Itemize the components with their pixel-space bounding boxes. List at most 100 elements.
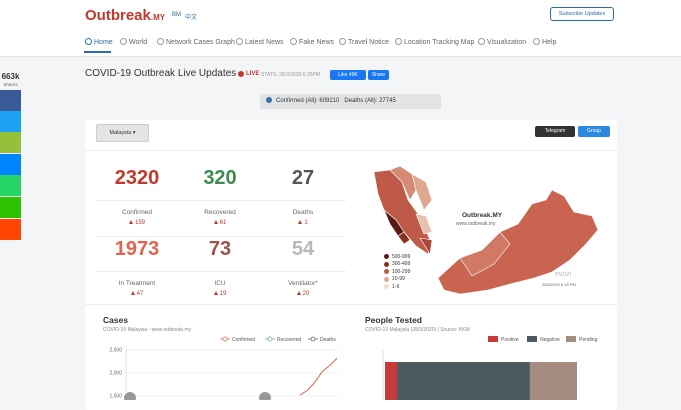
map-timestamp: 28/3/2020 6:18 PM — [542, 282, 576, 287]
live-dot — [238, 71, 244, 77]
legend-marker — [222, 336, 228, 342]
map-credit: evozi — [555, 271, 572, 278]
stat-value: 73 — [208, 238, 232, 260]
country-select[interactable]: Malaysia ▾ — [96, 124, 149, 142]
charts: 2,500 2,000 1,500 Confirmed Recovered Deaths P… — [109, 336, 598, 400]
share-facebook[interactable] — [0, 90, 21, 111]
divider — [96, 236, 346, 237]
share-label: Shares — [3, 82, 18, 87]
stat-value: 27 — [291, 167, 315, 189]
map-site: www.outbreak.my — [456, 221, 496, 227]
share-button[interactable]: Share — [368, 70, 389, 80]
share-whatsapp[interactable] — [0, 175, 21, 196]
like-button[interactable]: Like 49K — [330, 70, 366, 80]
legend-swatch — [384, 261, 389, 267]
nav-text: Network Cases Graph — [166, 39, 235, 46]
page-title: COVID-19 Outbreak Live Updates — [85, 68, 237, 79]
divider — [96, 200, 346, 201]
stat-change: 61 — [175, 220, 265, 226]
stat-label: Deaths — [292, 209, 314, 216]
stat-change: 1 — [258, 220, 348, 226]
legend-label: Confirmed — [232, 337, 255, 343]
global-value: 27745 — [379, 98, 396, 104]
change-value: 47 — [136, 291, 144, 297]
series-line — [299, 357, 338, 396]
divider — [85, 150, 617, 151]
nav-link[interactable]: Travel Notice — [339, 38, 389, 46]
stat-value: 320 — [203, 167, 237, 189]
map-brand: Outbreak.MY — [462, 212, 503, 219]
change-value: 61 — [219, 220, 227, 226]
logo[interactable]: Outbreak.MY — [85, 7, 165, 24]
change-value: 19 — [219, 291, 227, 297]
share-reddit[interactable] — [0, 219, 21, 240]
nav-link[interactable]: Help — [533, 38, 556, 46]
stat-label: ICU — [214, 280, 226, 287]
legend-marker — [267, 336, 273, 342]
logo-suffix: .MY — [150, 13, 166, 22]
share-twitter[interactable] — [0, 111, 21, 132]
chart-title: People Tested — [365, 315, 422, 325]
nav-link[interactable]: Network Cases Graph — [157, 38, 235, 46]
stat-label: In Treatment — [118, 280, 156, 287]
share-messenger[interactable] — [0, 154, 21, 175]
subscribe-button[interactable]: Subscribe Updates — [550, 7, 614, 21]
stat-value: 2320 — [114, 167, 160, 189]
nav-link[interactable]: Visualization — [478, 38, 526, 46]
legend-label: Deaths — [320, 337, 336, 343]
country-name: Malaysia — [109, 130, 132, 136]
nav-text: World — [129, 39, 148, 46]
stat-value: 1973 — [114, 238, 160, 260]
chart-subtitle: COVID-19 Malaysia - www.outbreak.my — [103, 327, 192, 333]
legend-swatch — [384, 284, 389, 289]
nav-link[interactable]: Home — [85, 38, 113, 46]
annotation-marker — [124, 392, 136, 400]
annotation-marker — [259, 392, 271, 400]
y-tick-label: 2,000 — [109, 371, 122, 377]
legend-swatch — [488, 336, 498, 342]
group-button[interactable]: Group — [578, 126, 610, 137]
nav-link[interactable]: Location Tracking Map — [395, 38, 474, 46]
legend-label: 10-99 — [392, 276, 405, 282]
map — [373, 165, 599, 295]
change-value: 159 — [134, 220, 145, 226]
legend-label: Negative — [540, 337, 560, 343]
lang-link[interactable]: BM — [172, 12, 181, 18]
stat-label: Confirmed — [122, 209, 152, 216]
y-tick-label: 2,500 — [109, 348, 122, 354]
change-value: 1 — [304, 220, 308, 226]
stat-change: 159 — [92, 220, 182, 226]
nav-link[interactable]: Latest News — [236, 38, 284, 46]
stat-change: 20 — [258, 291, 348, 297]
legend-label: 100-299 — [392, 268, 411, 275]
nav-active — [84, 51, 111, 53]
stat-value: 54 — [291, 238, 315, 260]
nav-text: Location Tracking Map — [404, 39, 475, 46]
legend-label: Pending — [579, 337, 598, 343]
share-wechat[interactable] — [0, 197, 21, 218]
legend-marker — [310, 336, 316, 342]
lang-link[interactable]: 中文 — [185, 15, 198, 21]
stats-time: STATS: 28/3/2020 6:25PM — [261, 72, 321, 78]
nav-link[interactable]: Fake News — [290, 38, 334, 46]
legend-label: 1-9 — [392, 283, 400, 290]
share-count: 663k — [1, 72, 20, 81]
global-label: Deaths (All): — [344, 98, 378, 104]
share-generic[interactable] — [0, 132, 21, 153]
global-label: Confirmed (All): — [276, 98, 318, 104]
telegram-button[interactable]: Telegram — [535, 126, 575, 137]
bar-segment — [397, 362, 530, 400]
nav-link[interactable]: World — [120, 38, 147, 46]
nav-text: Help — [542, 39, 557, 46]
legend-swatch — [384, 269, 389, 274]
divider — [85, 304, 617, 305]
legend-label: Positive — [501, 337, 519, 343]
header — [0, 0, 681, 57]
divider — [96, 271, 346, 272]
stat-change: 19 — [175, 291, 265, 297]
chart-subtitle: COVID-19 Malaysia (28/3/2020) | Source: … — [365, 327, 470, 333]
bar-segment — [385, 362, 397, 400]
legend-swatch — [566, 336, 576, 342]
global-value: 609210 — [319, 98, 340, 104]
legend-label: 500-999 — [392, 253, 411, 260]
